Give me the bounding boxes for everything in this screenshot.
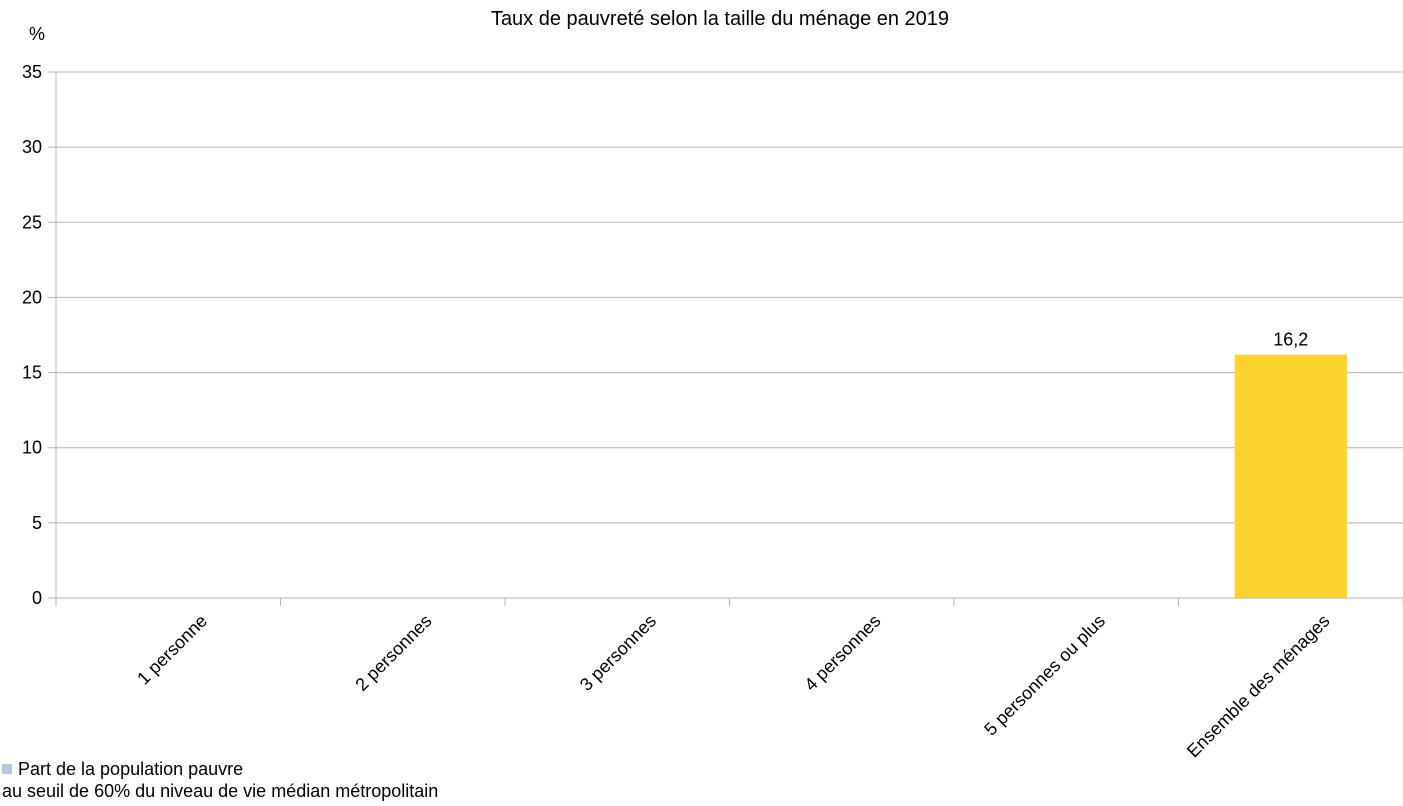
x-tick-label: Ensemble des ménages bbox=[1183, 611, 1334, 762]
y-axis-ticks: 0 5 10 15 20 25 30 35 bbox=[22, 62, 57, 608]
y-tick-label: 30 bbox=[22, 137, 42, 157]
bars: 16,2 bbox=[1234, 330, 1347, 598]
legend-swatch bbox=[2, 764, 12, 774]
legend-label: Part de la population pauvre bbox=[18, 759, 244, 779]
x-axis: 1 personne 2 personnes 3 personnes 4 person… bbox=[55, 597, 1403, 762]
x-tick-label: 4 personnes bbox=[800, 611, 884, 695]
y-tick-label: 0 bbox=[32, 588, 42, 608]
x-tick-label: 1 personne bbox=[133, 611, 211, 689]
y-axis-unit: % bbox=[29, 24, 45, 44]
gridlines bbox=[56, 71, 1403, 524]
legend-sublabel: au seuil de 60% du niveau de vie médian … bbox=[2, 781, 439, 801]
y-tick-label: 25 bbox=[22, 212, 42, 232]
x-tick-label: 3 personnes bbox=[576, 611, 660, 695]
data-label: 16,2 bbox=[1273, 330, 1308, 350]
y-tick-label: 20 bbox=[22, 287, 42, 307]
x-tick-label: 5 personnes ou plus bbox=[980, 611, 1109, 740]
chart-title: Taux de pauvreté selon la taille du ména… bbox=[491, 8, 949, 30]
y-tick-label: 15 bbox=[22, 363, 42, 383]
x-tick-label: 2 personnes bbox=[351, 611, 435, 695]
y-tick-label: 5 bbox=[32, 513, 42, 533]
bar bbox=[1234, 354, 1347, 598]
y-tick-label: 10 bbox=[22, 438, 42, 458]
legend: Part de la population pauvre au seuil de… bbox=[2, 758, 438, 802]
y-tick-label: 35 bbox=[22, 62, 42, 82]
